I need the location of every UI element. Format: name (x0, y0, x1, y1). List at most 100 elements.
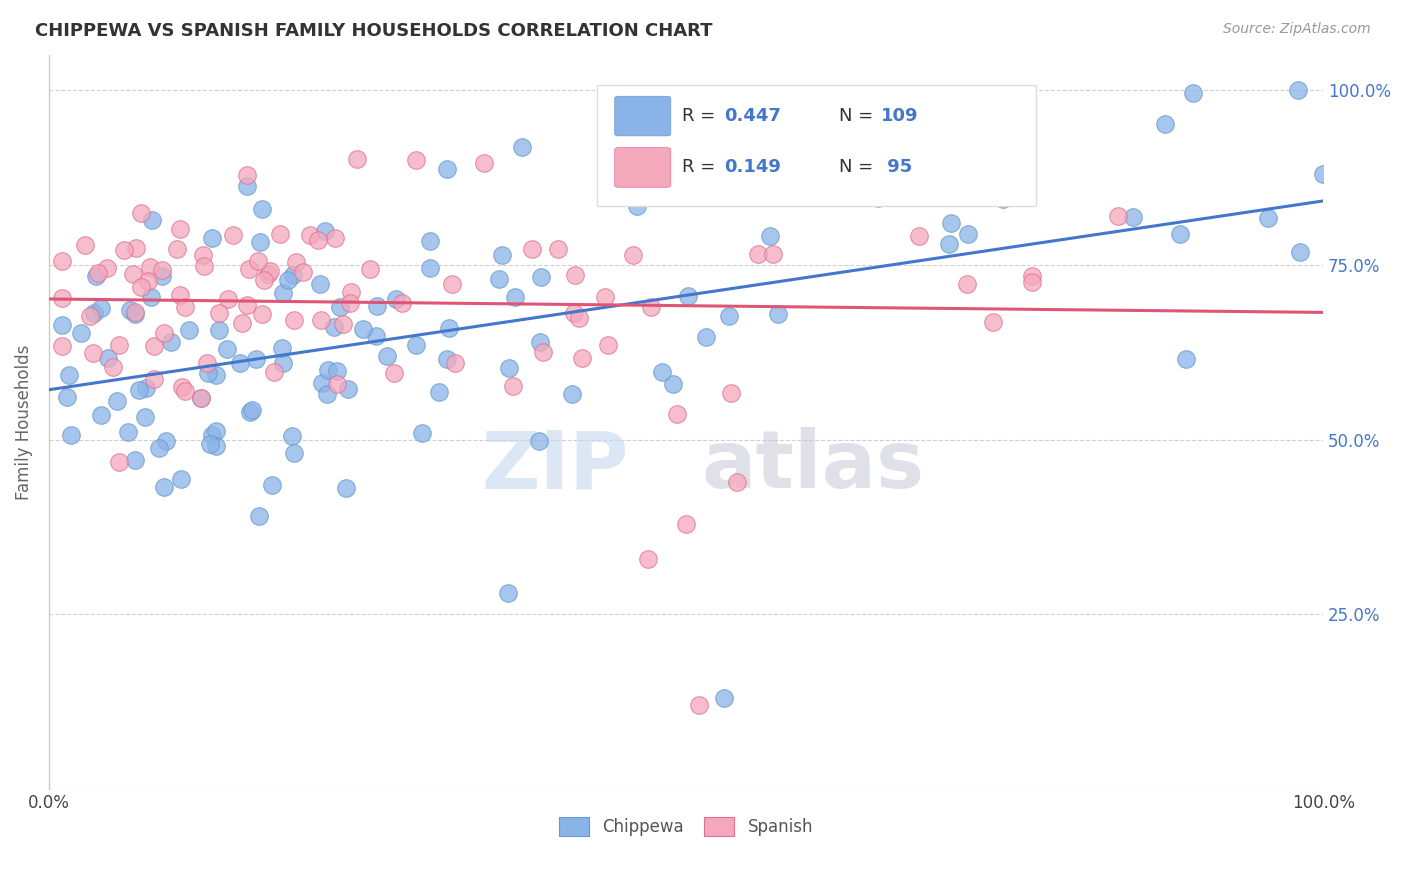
Point (533, 345, 555, 359)
Point (129, 206, 152, 220)
Point (105, 394, 128, 409)
Point (198, 437, 221, 451)
Point (153, 480, 176, 494)
Point (58, 368, 80, 382)
Point (522, 242, 544, 256)
Point (527, 434, 550, 449)
Point (141, 290, 163, 304)
Point (160, 334, 183, 349)
Point (291, 265, 314, 279)
Text: ZIP: ZIP (481, 427, 628, 505)
Point (678, 289, 700, 303)
Point (530, 269, 553, 284)
Point (142, 372, 165, 386)
Point (502, 379, 524, 393)
Point (339, 296, 361, 310)
Point (766, 307, 789, 321)
Point (593, 290, 616, 304)
Point (247, 253, 270, 268)
Point (129, 280, 152, 294)
Point (868, 191, 890, 205)
Point (637, 551, 659, 566)
Point (143, 338, 166, 352)
Point (547, 242, 569, 256)
Point (51, 291, 73, 305)
Point (166, 242, 188, 256)
Point (51, 254, 73, 268)
Point (70, 326, 93, 340)
Point (1122, 210, 1144, 224)
Point (283, 268, 305, 283)
Point (939, 134, 962, 148)
Point (309, 312, 332, 326)
Point (326, 364, 349, 378)
Point (238, 262, 260, 277)
Point (152, 326, 174, 341)
Point (195, 356, 218, 370)
Point (621, 248, 644, 262)
Point (103, 360, 125, 375)
Point (1286, 83, 1309, 97)
Point (125, 241, 148, 255)
Point (190, 392, 212, 406)
FancyBboxPatch shape (614, 148, 671, 187)
Point (529, 334, 551, 349)
Point (122, 268, 145, 282)
Point (135, 381, 157, 395)
Point (82, 346, 104, 360)
Point (626, 199, 648, 213)
Point (221, 227, 243, 242)
Point (277, 273, 299, 287)
Point (170, 380, 193, 394)
Point (205, 439, 228, 453)
Point (56, 390, 79, 404)
Point (491, 248, 513, 262)
Point (332, 317, 354, 331)
Point (236, 179, 259, 194)
Point (391, 296, 413, 310)
Point (259, 263, 281, 277)
Text: 95: 95 (882, 159, 912, 177)
Point (419, 260, 441, 275)
Point (747, 246, 769, 260)
Point (307, 233, 329, 247)
Point (285, 255, 308, 269)
Point (1289, 244, 1312, 259)
Point (249, 235, 271, 249)
Point (337, 383, 360, 397)
Point (326, 377, 349, 392)
Point (720, 386, 742, 401)
Point (97, 351, 120, 365)
Point (352, 321, 374, 335)
Point (991, 192, 1014, 206)
Text: N =: N = (839, 107, 879, 125)
Point (205, 425, 228, 439)
Point (561, 387, 583, 401)
Point (419, 234, 441, 248)
Point (316, 363, 339, 377)
Point (231, 316, 253, 330)
Point (908, 229, 931, 244)
Point (384, 366, 406, 380)
Point (568, 310, 591, 325)
Point (201, 231, 224, 245)
Text: Source: ZipAtlas.com: Source: ZipAtlas.com (1223, 22, 1371, 37)
Point (496, 586, 519, 600)
Point (193, 248, 215, 262)
Point (108, 338, 131, 352)
Point (938, 236, 960, 251)
Point (117, 425, 139, 439)
FancyBboxPatch shape (598, 85, 1036, 206)
Point (155, 434, 177, 448)
Text: N =: N = (839, 159, 879, 177)
Point (148, 441, 170, 455)
Point (128, 383, 150, 397)
Point (281, 429, 304, 443)
Point (263, 365, 285, 379)
Point (956, 277, 979, 291)
Point (436, 351, 458, 366)
Point (364, 329, 387, 343)
Point (90, 301, 112, 315)
Text: CHIPPEWA VS SPANISH FAMILY HOUSEHOLDS CORRELATION CHART: CHIPPEWA VS SPANISH FAMILY HOUSEHOLDS CO… (35, 22, 713, 40)
Point (124, 452, 146, 467)
